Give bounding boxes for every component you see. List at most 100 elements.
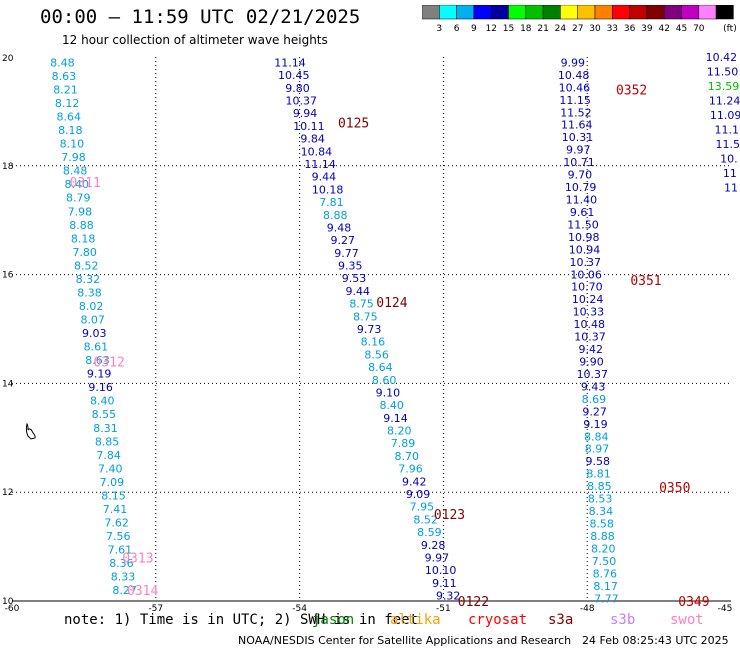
wave-height-value: 8.40 — [90, 395, 115, 408]
wave-height-value: 13.59 — [708, 80, 740, 93]
wave-height-value: 8.27 — [112, 584, 137, 597]
wave-height-value: 11.15 — [559, 94, 591, 107]
colorbar-tick-label: 9 — [471, 24, 477, 34]
wave-height-value: 7.62 — [104, 516, 129, 529]
wave-height-value: 10.24 — [572, 293, 604, 306]
wave-height-value: 8.63 — [85, 354, 110, 367]
wave-height-value: 8.55 — [92, 408, 117, 421]
wave-height-value: 9.84 — [300, 133, 325, 146]
wave-height-value: 9.44 — [346, 285, 371, 298]
wave-height-value: 8.75 — [349, 298, 374, 311]
wave-height-value: 8.84 — [584, 430, 609, 443]
wave-height-value: 8.52 — [413, 513, 438, 526]
wave-height-value: 11.14 — [274, 56, 306, 69]
wave-height-value: 8.21 — [53, 84, 78, 97]
wave-height-value: 10.94 — [569, 243, 601, 256]
pass-label: 0312 — [93, 356, 124, 371]
pass-label: 0123 — [434, 508, 465, 523]
mouse-pointer-icon — [25, 423, 36, 440]
wave-height-value: 10.79 — [565, 181, 597, 194]
colorbar-legend: 3 6 9 12 15 18 21 24 27 30 33 36 39 42 45 70 (ft) — [422, 5, 737, 34]
wave-height-value: 9.58 — [586, 455, 611, 468]
satellite-legend-s3a: s3a — [548, 612, 574, 628]
colorbar-tick-label: 39 — [641, 24, 653, 34]
wave-height-value: 9.73 — [357, 323, 382, 336]
pass-label: 0349 — [678, 595, 709, 610]
wave-height-value: 8.32 — [76, 273, 101, 286]
x-tick-label: -60 — [5, 604, 20, 612]
wave-height-value: 8.38 — [77, 286, 102, 299]
wave-height-value: 9.44 — [312, 171, 337, 184]
y-tick-label: 18 — [2, 162, 14, 172]
wave-height-value: 8.07 — [80, 314, 105, 327]
wave-height-value: 8.79 — [66, 192, 91, 205]
wave-height-value: 10.33 — [573, 306, 605, 319]
wave-height-value: 8.59 — [417, 526, 442, 539]
wave-height-value: 8.40 — [64, 178, 89, 191]
wave-height-value: 8.33 — [111, 571, 136, 584]
generation-timestamp: 24 Feb 08:25:43 UTC 2025 — [582, 634, 729, 647]
x-tick-label: -54 — [292, 604, 307, 612]
wave-height-value: 8.17 — [593, 580, 618, 593]
wave-height-value: 10.10 — [425, 564, 457, 577]
wave-height-value: 10.45 — [278, 69, 310, 82]
wave-height-value: 8.63 — [52, 70, 77, 83]
pass-label: 0313 — [122, 551, 153, 566]
wave-height-value: 9.32 — [436, 590, 461, 603]
wave-height-value: 9.16 — [88, 381, 113, 394]
wave-height-value: 9.10 — [376, 386, 401, 399]
wave-height-value: 10. — [720, 153, 738, 166]
wave-height-value: 10.37 — [570, 256, 602, 269]
wave-height-value: 8.34 — [589, 505, 614, 518]
wave-height-value: 9.80 — [285, 82, 310, 95]
y-tick-label: 14 — [2, 379, 14, 389]
wave-height-value: 8.40 — [379, 399, 404, 412]
colorbar-tick-label: 6 — [454, 24, 460, 34]
wave-height-value: 8.36 — [109, 557, 134, 570]
wave-height-value: 9.97 — [425, 551, 450, 564]
colorbar-tick-label: 27 — [572, 24, 583, 34]
wave-height-value: 8.88 — [590, 530, 615, 543]
wave-height-value: 8.48 — [50, 56, 75, 69]
wave-height-value: 9.03 — [82, 327, 107, 340]
credit-line: NOAA/NESDIS Center for Satellite Applica… — [238, 634, 572, 647]
pass-label: 0351 — [630, 274, 661, 289]
colorbar-tick-label: 24 — [555, 24, 567, 34]
wave-height-value: 9.53 — [342, 272, 367, 285]
wave-height-value: 9.99 — [561, 56, 586, 69]
wave-height-value: 9.11 — [432, 577, 457, 590]
wave-height-value: 10.98 — [568, 231, 600, 244]
wave-height-value: 10.37 — [286, 95, 318, 108]
wave-height-value: 8.58 — [589, 518, 614, 531]
wave-height-value: 8.60 — [372, 374, 397, 387]
wave-height-value: 11.1 — [714, 124, 739, 137]
x-tick-label: -45 — [718, 604, 733, 612]
colorbar-tick-label: 12 — [485, 24, 496, 34]
colorbar-tick-label: 45 — [676, 24, 687, 34]
chart-subtitle: 12 hour collection of altimeter wave hei… — [62, 33, 328, 47]
x-tick-label: -48 — [580, 604, 595, 612]
wave-height-value: 8.56 — [364, 348, 389, 361]
wave-height-value: 8.76 — [593, 567, 618, 580]
y-tick-label: 20 — [2, 54, 14, 64]
wave-height-value: 9.42 — [579, 343, 604, 356]
wave-height-value: 11.24 — [709, 95, 740, 108]
wave-height-value: 7.77 — [594, 592, 619, 605]
wave-height-value: 7.50 — [592, 555, 617, 568]
wave-height-value: 9.14 — [383, 412, 408, 425]
wave-height-value: 11 — [723, 167, 737, 180]
wave-height-value: 8.15 — [101, 489, 126, 502]
wave-height-value: 10.18 — [312, 183, 344, 196]
wave-height-value: 9.48 — [327, 221, 352, 234]
pass-label: 0314 — [127, 584, 158, 599]
wave-height-value: 7.95 — [410, 501, 435, 514]
wave-height-value: 10.48 — [573, 318, 605, 331]
wave-height-value: 7.84 — [96, 449, 121, 462]
wave-height-value: 9.27 — [582, 405, 607, 418]
wave-height-value: 8.85 — [587, 480, 612, 493]
wave-height-value: 8.02 — [79, 300, 104, 313]
wave-height-value: 8.64 — [368, 361, 393, 374]
wave-height-value: 9.19 — [87, 368, 112, 381]
wave-height-value: 8.20 — [387, 425, 412, 438]
